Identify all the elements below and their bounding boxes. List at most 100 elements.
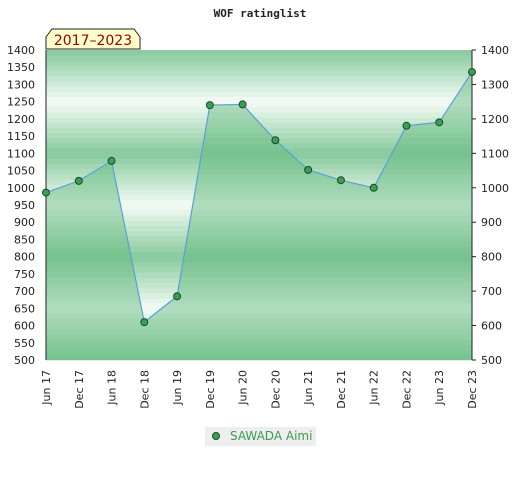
background-band bbox=[46, 318, 472, 325]
background-band bbox=[46, 117, 472, 123]
data-point bbox=[271, 136, 280, 145]
background-band bbox=[46, 344, 472, 350]
chart-title: WOF ratinglist bbox=[214, 7, 307, 20]
y-tick-label-left: 600 bbox=[14, 320, 35, 333]
legend: SAWADA Aimi bbox=[205, 427, 316, 446]
y-tick-label-left: 950 bbox=[14, 199, 35, 212]
data-point bbox=[173, 292, 182, 301]
data-point bbox=[336, 176, 345, 185]
x-tick-label: Jun 17 bbox=[40, 370, 53, 406]
line-layer bbox=[45, 71, 473, 324]
background-band bbox=[46, 148, 472, 154]
y-tick-label-right: 800 bbox=[481, 251, 502, 264]
background-band bbox=[46, 246, 472, 252]
data-points bbox=[42, 68, 476, 327]
data-point bbox=[435, 118, 444, 127]
y-axis-right-ticks: 500 600 700 800 900 1000 1100 1200 1300 1400 bbox=[472, 44, 509, 367]
background-band bbox=[46, 163, 472, 170]
y-axis-left-ticks: 500 550 600 650 700 750 800 850 900 950 1000 1050 11… bbox=[7, 44, 35, 367]
background-band bbox=[46, 55, 472, 61]
y-tick-label-left: 1350 bbox=[7, 61, 35, 74]
background-band bbox=[46, 60, 472, 66]
y-tick-label-right: 600 bbox=[481, 320, 502, 333]
data-point bbox=[468, 68, 476, 77]
y-tick-label-right: 1400 bbox=[481, 44, 509, 57]
period-badge-label: 2017–2023 bbox=[54, 33, 132, 49]
x-tick-label: Jun 22 bbox=[368, 370, 381, 406]
background-band bbox=[46, 298, 472, 304]
background-band bbox=[46, 230, 472, 237]
data-point bbox=[107, 156, 116, 165]
background-band bbox=[46, 189, 472, 195]
background-band bbox=[46, 287, 472, 294]
y-tick-label-right: 900 bbox=[481, 216, 502, 229]
background-band bbox=[46, 132, 472, 139]
y-tick-label-left: 900 bbox=[14, 216, 35, 229]
background-band bbox=[46, 50, 472, 56]
background-band bbox=[46, 308, 472, 314]
x-tick-label: Dec 23 bbox=[466, 370, 479, 409]
background-band bbox=[46, 184, 472, 190]
y-tick-label-left: 750 bbox=[14, 268, 35, 281]
legend-background bbox=[205, 427, 316, 446]
background-band bbox=[46, 220, 472, 226]
background-band bbox=[46, 70, 472, 77]
background-band bbox=[46, 205, 472, 211]
background-band bbox=[46, 354, 472, 361]
period-badge-shape bbox=[45, 28, 141, 50]
y-tick-label-right: 1000 bbox=[481, 182, 509, 195]
y-tick-label-right: 1300 bbox=[481, 78, 509, 91]
y-tick-label-right: 700 bbox=[481, 285, 502, 298]
x-tick-label: Dec 20 bbox=[269, 370, 282, 409]
y-tick-label-left: 700 bbox=[14, 285, 35, 298]
x-tick-label: Jun 21 bbox=[302, 370, 315, 406]
background-band bbox=[46, 96, 472, 102]
data-point bbox=[74, 176, 83, 185]
x-tick-label: Dec 17 bbox=[73, 370, 86, 409]
legend-label: SAWADA Aimi bbox=[230, 429, 312, 443]
y-tick-label-left: 1300 bbox=[7, 78, 35, 91]
y-tick-label-left: 1400 bbox=[7, 44, 35, 57]
background-band bbox=[46, 75, 472, 82]
background-band bbox=[46, 81, 472, 87]
background-band bbox=[46, 168, 472, 175]
background-band bbox=[46, 153, 472, 159]
background-band bbox=[46, 101, 472, 108]
y-tick-label-left: 1250 bbox=[7, 96, 35, 109]
background-band bbox=[46, 339, 472, 345]
background-band bbox=[46, 277, 472, 283]
series-line bbox=[45, 71, 473, 324]
background-band bbox=[46, 282, 472, 288]
background-band bbox=[46, 272, 472, 278]
y-tick-label-left: 800 bbox=[14, 251, 35, 264]
period-badge: 2017–2023 bbox=[45, 28, 141, 50]
data-point bbox=[140, 318, 149, 327]
y-tick-label-left: 500 bbox=[14, 354, 35, 367]
data-point bbox=[205, 101, 214, 110]
background-band bbox=[46, 303, 472, 309]
x-tick-label: Dec 19 bbox=[204, 370, 217, 409]
data-point bbox=[369, 183, 378, 192]
background-band bbox=[46, 210, 472, 216]
background-band bbox=[46, 194, 472, 201]
background-band bbox=[46, 313, 472, 319]
background-band bbox=[46, 179, 472, 185]
background-band bbox=[46, 261, 472, 268]
background-band bbox=[46, 91, 472, 97]
background-band bbox=[46, 65, 472, 71]
y-tick-label-left: 550 bbox=[14, 337, 35, 350]
x-axis-ticks: Jun 17 Dec 17 Jun 18 Dec 18 Jun 19 Dec 19 Jun … bbox=[40, 370, 479, 409]
background-band bbox=[46, 256, 472, 263]
background-band bbox=[46, 292, 472, 299]
background-band bbox=[46, 137, 472, 144]
y-tick-label-right: 1200 bbox=[481, 113, 509, 126]
background-band bbox=[46, 236, 472, 242]
background-band bbox=[46, 251, 472, 257]
data-point bbox=[304, 165, 313, 174]
y-tick-label-left: 850 bbox=[14, 233, 35, 246]
series-area bbox=[46, 72, 472, 360]
y-tick-label-left: 1150 bbox=[7, 130, 35, 143]
y-tick-label-left: 650 bbox=[14, 302, 35, 315]
